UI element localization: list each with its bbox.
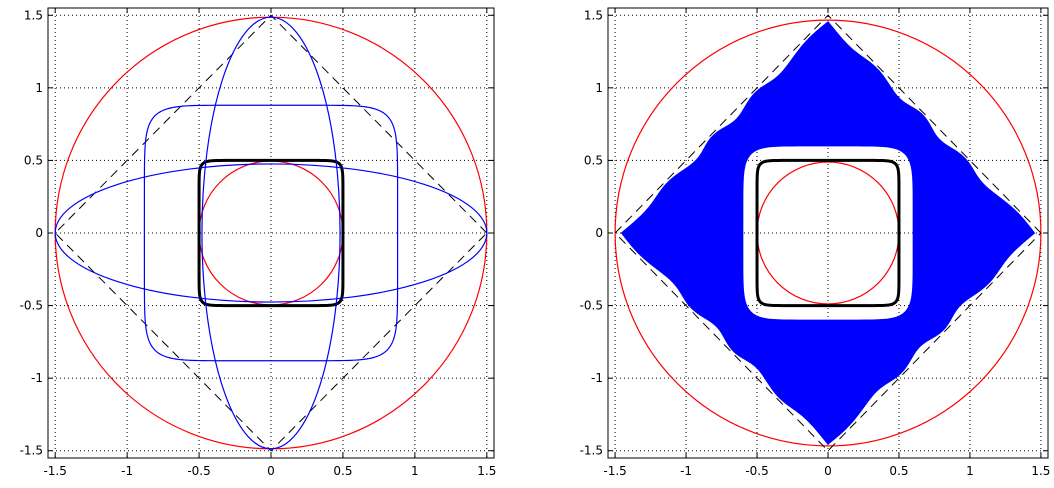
- series-rounded-square: [143, 104, 399, 362]
- x-tick-label: 1: [966, 464, 974, 478]
- x-tick-label: 1.5: [1031, 464, 1050, 478]
- series-group: [614, 14, 1042, 452]
- series-square: [755, 158, 901, 308]
- x-tick-label: -1: [680, 464, 692, 478]
- y-tick-label: -0.5: [20, 299, 43, 313]
- x-tick-label: -1.5: [603, 464, 626, 478]
- y-tick-label: 0.5: [584, 153, 603, 167]
- series-filled-region: [620, 21, 1036, 445]
- series-diamond: [614, 14, 1042, 452]
- x-tick-label: 0: [824, 464, 832, 478]
- series-ellipse: [201, 16, 341, 450]
- y-tick-label: 1.5: [24, 8, 43, 22]
- y-tick-label: 0: [595, 226, 603, 240]
- x-tick-label: -0.5: [745, 464, 768, 478]
- x-tick-label: 0.5: [889, 464, 908, 478]
- series-ellipse: [54, 163, 488, 303]
- series-diamond: [54, 14, 488, 452]
- y-tick-label: -1: [31, 371, 43, 385]
- chart-panel-1: -1.5 -1 -0.5 0 0.5 1 1.5 -1.5 -1 -0.5 0 0.5 1 1.5: [20, 7, 496, 478]
- x-tick-label: 0.5: [333, 464, 352, 478]
- x-tick-label: 1: [411, 464, 419, 478]
- y-tick-label: -1: [591, 371, 603, 385]
- x-tick-label: 1.5: [477, 464, 496, 478]
- y-tick-label: 1: [35, 81, 43, 95]
- y-tick-label: 0: [35, 226, 43, 240]
- y-tick-label: 1: [595, 81, 603, 95]
- series-group: [54, 14, 488, 452]
- x-tick-label: -1: [121, 464, 133, 478]
- x-tick-label: -1.5: [43, 464, 66, 478]
- y-tick-label: 0.5: [24, 153, 43, 167]
- y-tick-label: -1.5: [580, 444, 603, 458]
- x-tick-label: -0.5: [187, 464, 210, 478]
- y-tick-label: 1.5: [584, 8, 603, 22]
- y-tick-label: -0.5: [580, 299, 603, 313]
- y-tick-label: -1.5: [20, 444, 43, 458]
- x-tick-label: 0: [267, 464, 275, 478]
- chart-panel-2: -1.5 -1 -0.5 0 0.5 1 1.5 -1.5 -1 -0.5 0 0.5 1 1.5: [580, 7, 1050, 478]
